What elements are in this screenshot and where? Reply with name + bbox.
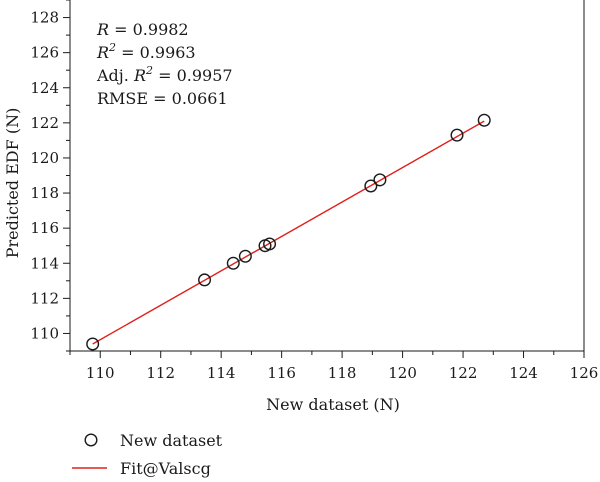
- data-point: [450, 128, 464, 142]
- x-tick-label: 120: [388, 364, 417, 382]
- stat-r-symbol: R: [96, 20, 109, 39]
- data-points: [86, 113, 491, 351]
- data-point: [364, 179, 378, 193]
- fit-lines: [92, 120, 485, 345]
- y-tick-label: 114: [30, 254, 59, 272]
- y-tick-label: 110: [30, 324, 59, 342]
- x-tick-label: 112: [146, 364, 175, 382]
- y-tick-label: 118: [30, 184, 59, 202]
- data-point: [238, 249, 252, 263]
- legend-marker-circle: [84, 433, 98, 447]
- data-point: [86, 337, 100, 351]
- y-tick-label: 128: [30, 9, 59, 27]
- x-tick-label: 124: [509, 364, 538, 382]
- stat-adj-value: = 0.9957: [153, 66, 233, 85]
- stat-adj-prefix: Adj.: [96, 66, 134, 85]
- stat-r: R = 0.9982: [96, 20, 189, 39]
- x-tick-label: 110: [86, 364, 115, 382]
- x-tick-label: 118: [328, 364, 357, 382]
- y-tick-label: 124: [30, 79, 59, 97]
- stats-box: R = 0.9982 R2 = 0.9963 Adj. R2 = 0.9957 …: [96, 20, 233, 108]
- stat-r2-superscript: 2: [108, 41, 116, 54]
- data-point: [263, 237, 277, 251]
- data-point: [226, 256, 240, 270]
- y-tick-label: 116: [30, 219, 59, 237]
- stat-r2-symbol: R: [96, 43, 109, 62]
- x-tick-label: 126: [570, 364, 599, 382]
- stat-adj-symbol: R: [133, 66, 146, 85]
- data-point: [477, 113, 491, 127]
- y-tick-label: 112: [30, 289, 59, 307]
- x-tick-label: 122: [449, 364, 478, 382]
- x-axis: 110 112 114 116 118 120 122 124 126: [69, 351, 599, 382]
- stat-adj-r2: Adj. R2 = 0.9957: [96, 64, 233, 85]
- y-tick-label: 122: [30, 114, 59, 132]
- y-tick-label: 126: [30, 44, 59, 62]
- stat-r2: R2 = 0.9963: [96, 41, 196, 62]
- data-point: [373, 173, 387, 187]
- x-axis-title: New dataset (N): [266, 395, 400, 414]
- legend: New dataset Fit@Valscg: [72, 431, 223, 478]
- fit-line: [92, 120, 485, 345]
- data-point: [198, 273, 212, 287]
- y-tick-label: 120: [30, 149, 59, 167]
- x-tick-label: 114: [207, 364, 236, 382]
- stat-adj-superscript: 2: [145, 64, 153, 77]
- y-axis-title: Predicted EDF (N): [3, 108, 22, 259]
- stat-r2-value: = 0.9963: [116, 43, 196, 62]
- legend-label: Fit@Valscg: [120, 459, 211, 478]
- legend-label: New dataset: [120, 431, 223, 450]
- stat-rmse: RMSE = 0.0661: [97, 89, 228, 108]
- y-axis: 110 112 114 116 118 120 122 124 126 128: [30, 0, 70, 352]
- x-tick-label: 116: [267, 364, 296, 382]
- stat-r-value: = 0.9982: [109, 20, 189, 39]
